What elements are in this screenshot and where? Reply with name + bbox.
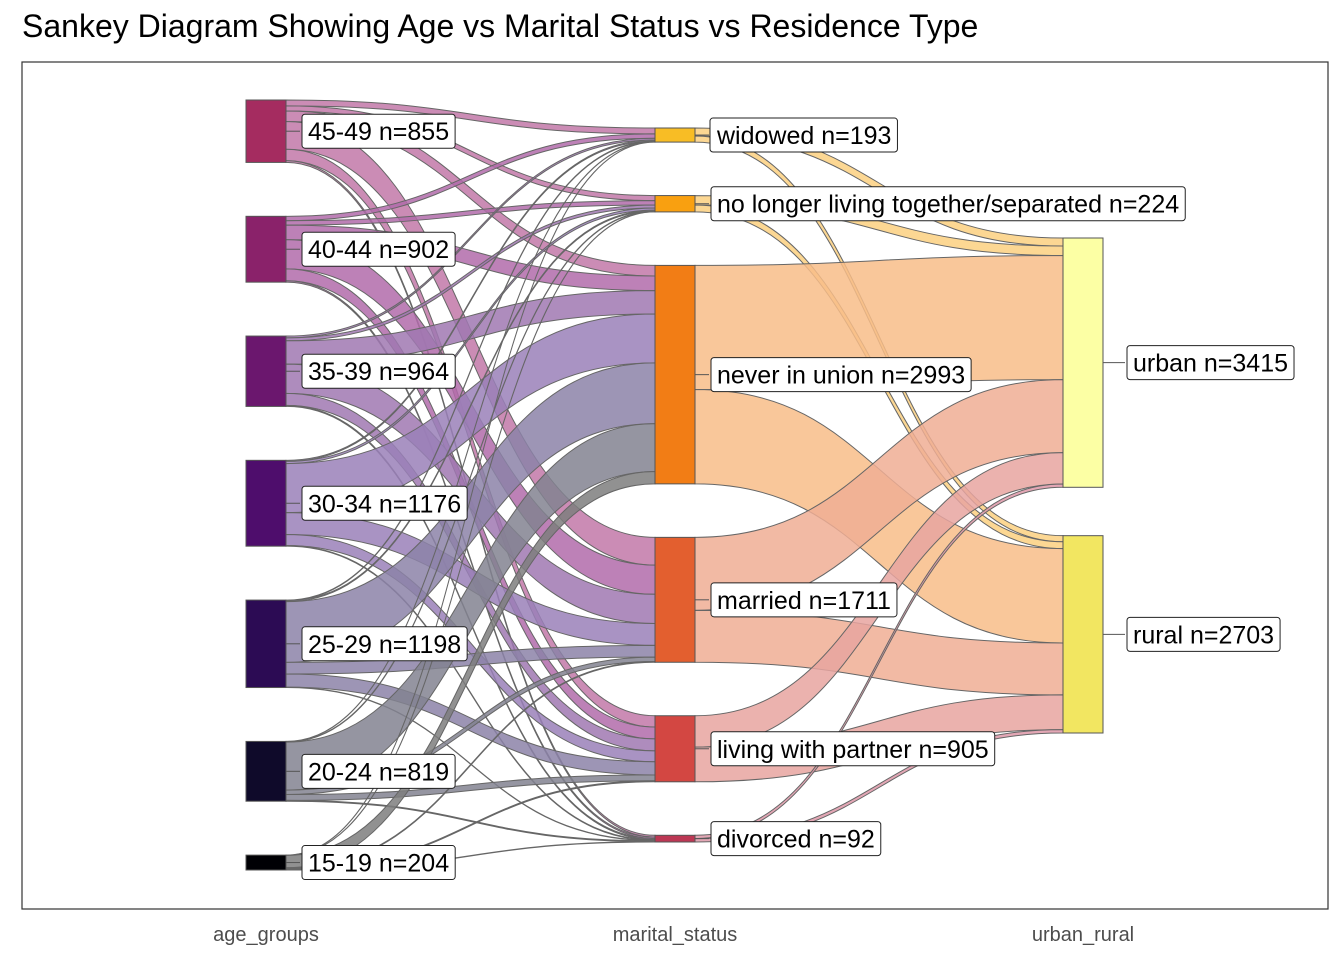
svg-text:35-39 n=964: 35-39 n=964 [308, 358, 449, 386]
svg-text:15-19 n=204: 15-19 n=204 [308, 850, 449, 878]
node-label-urban: urban n=3415 [1126, 345, 1295, 381]
node-living-with-partner [654, 715, 696, 783]
node-rural [1062, 535, 1104, 734]
node-30-34 [245, 459, 287, 547]
axis-label-age-groups: age_groups [213, 924, 319, 946]
axis-labels-layer: age_groups marital_status urban_rural [213, 924, 1134, 946]
node-label-45-49: 45-49 n=855 [301, 113, 456, 149]
node-label-15-19: 15-19 n=204 [301, 845, 456, 881]
node-40-44 [245, 215, 287, 283]
node-divorced [654, 834, 696, 843]
node-label-30-34: 30-34 n=1176 [301, 485, 468, 521]
node-35-39 [245, 335, 287, 407]
svg-text:25-29 n=1198: 25-29 n=1198 [308, 631, 461, 659]
node-25-29 [245, 599, 287, 689]
node-label-never-in-union: never in union n=2993 [710, 357, 972, 393]
nodes-layer [245, 99, 1104, 871]
node-labels-layer: 45-49 n=855 40-44 n=902 35-39 n=964 30-34 n… [286, 113, 1295, 881]
axis-label-urban-rural: urban_rural [1032, 924, 1134, 946]
svg-text:45-49 n=855: 45-49 n=855 [308, 118, 449, 146]
node-label-rural: rural n=2703 [1126, 616, 1281, 652]
node-45-49 [245, 99, 287, 163]
svg-text:40-44 n=902: 40-44 n=902 [308, 236, 449, 264]
node-label-25-29: 25-29 n=1198 [301, 626, 468, 662]
svg-text:30-34 n=1176: 30-34 n=1176 [308, 490, 461, 518]
node-label-20-24: 20-24 n=819 [301, 753, 456, 789]
node-label-40-44: 40-44 n=902 [301, 231, 456, 267]
node-widowed [654, 127, 696, 143]
node-15-19 [245, 854, 287, 871]
chart-title: Sankey Diagram Showing Age vs Marital St… [22, 8, 979, 44]
node-never-in-union [654, 264, 696, 485]
svg-text:widowed n=193: widowed n=193 [716, 122, 891, 150]
node-label-divorced: divorced n=92 [710, 821, 882, 857]
svg-text:urban n=3415: urban n=3415 [1133, 350, 1288, 378]
axis-label-marital-status: marital_status [613, 924, 738, 946]
node-label-no-longer-living-together-separated: no longer living together/separated n=22… [710, 186, 1186, 222]
node-no-longer-living-together-separated [654, 195, 696, 213]
svg-text:never in union n=2993: never in union n=2993 [717, 362, 965, 390]
svg-text:rural n=2703: rural n=2703 [1133, 621, 1274, 649]
node-label-living-with-partner: living with partner n=905 [710, 731, 996, 767]
node-married [654, 536, 696, 663]
node-urban [1062, 237, 1104, 488]
svg-text:divorced n=92: divorced n=92 [717, 826, 875, 854]
node-20-24 [245, 740, 287, 802]
svg-text:living with partner n=905: living with partner n=905 [717, 736, 989, 764]
svg-text:married n=1711: married n=1711 [717, 587, 891, 615]
node-label-married: married n=1711 [710, 582, 898, 618]
node-label-35-39: 35-39 n=964 [301, 353, 456, 389]
node-label-widowed: widowed n=193 [709, 117, 898, 153]
svg-text:20-24 n=819: 20-24 n=819 [308, 758, 449, 786]
svg-text:no longer living together/sepa: no longer living together/separated n=22… [717, 191, 1179, 219]
